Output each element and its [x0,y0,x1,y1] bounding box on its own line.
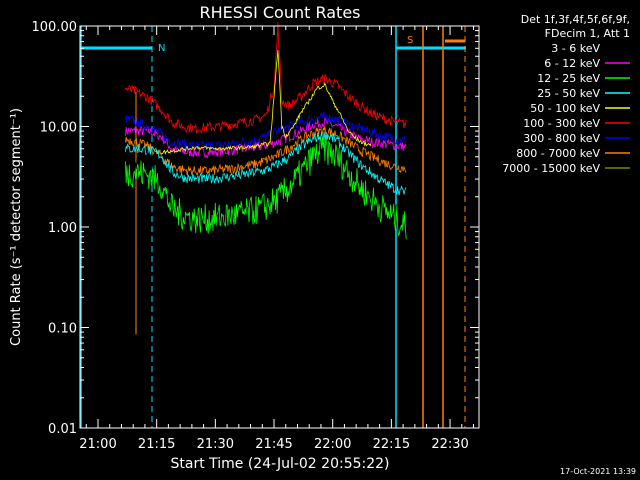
flag-label-n: N [158,43,165,54]
y-tick-label: 10.00 [40,121,77,136]
legend-label: 300 - 800 keV [523,132,600,145]
flag-label-s: S [407,35,413,46]
x-tick-label: 22:15 [373,437,410,452]
attenuator-flags: NS [80,26,466,428]
y-tick-label: 0.10 [48,322,77,337]
x-axis-title: Start Time (24-Jul-02 20:55:22) [170,456,389,472]
legend-label: 800 - 7000 keV [516,147,600,160]
x-tick-label: 21:45 [255,437,292,452]
series-layer [125,22,407,251]
y-tick-label: 0.01 [48,422,77,437]
chart-title: RHESSI Count Rates [200,3,361,22]
series-line-1 [125,116,407,159]
footer-date: 17-Oct-2021 13:39 [560,467,636,476]
legend-label: 12 - 25 keV [537,72,600,85]
series-line-5 [125,22,407,134]
series-line-4 [160,49,372,155]
series-line-2 [125,134,407,240]
legend-label: 25 - 50 keV [537,87,600,100]
x-axis: 21:00 21:15 21:30 21:45 22:00 22:15 22:30 [79,26,475,452]
legend-header: Det 1f,3f,4f,5f,6f,9f, [521,13,630,26]
x-tick-label: 21:15 [138,437,175,452]
series-line-3 [125,131,407,196]
legend-label: 50 - 100 keV [530,102,600,115]
y-tick-label: 100.00 [32,20,78,35]
series-line-0 [125,144,407,251]
y-tick-label: 1.00 [48,221,77,236]
legend-header: FDecim 1, Att 1 [545,27,630,40]
y-axis: 0.01 0.10 1.00 10.00 100.00 [32,20,479,437]
legend-label: 7000 - 15000 keV [502,162,600,175]
legend: Det 1f,3f,4f,5f,6f,9f,FDecim 1, Att 1 3 -… [502,13,630,175]
legend-label: 3 - 6 keV [551,42,600,55]
x-tick-label: 21:30 [197,437,234,452]
legend-label: 100 - 300 keV [523,117,600,130]
x-tick-label: 21:00 [79,437,116,452]
series-line-6 [125,110,407,152]
legend-label: 6 - 12 keV [544,57,600,70]
x-tick-label: 22:00 [314,437,351,452]
y-axis-title: Count Rate (s⁻¹ detector segment⁻¹) [9,108,24,346]
x-tick-label: 22:30 [431,437,468,452]
